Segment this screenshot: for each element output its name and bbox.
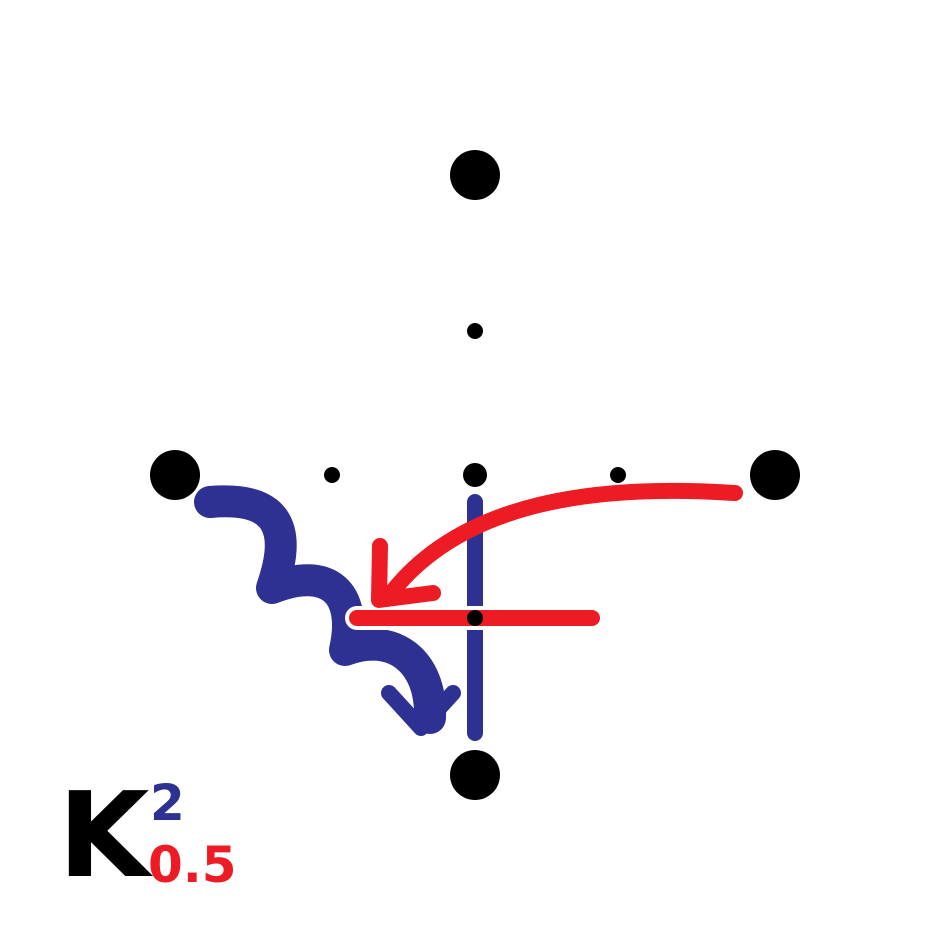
large-dot-bottom xyxy=(450,750,500,800)
blue-wavy-arrow xyxy=(194,485,447,734)
small-dot-upper xyxy=(467,323,483,339)
large-dot-top xyxy=(450,150,500,200)
small-dot-center xyxy=(463,463,487,487)
label-blue-factor: 2 xyxy=(150,774,185,832)
red-curved-arrow xyxy=(384,482,743,600)
large-dot-right xyxy=(750,450,800,500)
large-dot-left xyxy=(150,450,200,500)
center-intersection-dot xyxy=(467,610,483,626)
small-dot-mid-left xyxy=(324,467,340,483)
red-arrow-head xyxy=(371,538,441,608)
blue-arrow-head xyxy=(381,685,461,736)
label-letter-k: K xyxy=(58,766,154,904)
label-red-factor: 0.5 xyxy=(148,836,237,894)
small-dot-mid-right xyxy=(610,467,626,483)
